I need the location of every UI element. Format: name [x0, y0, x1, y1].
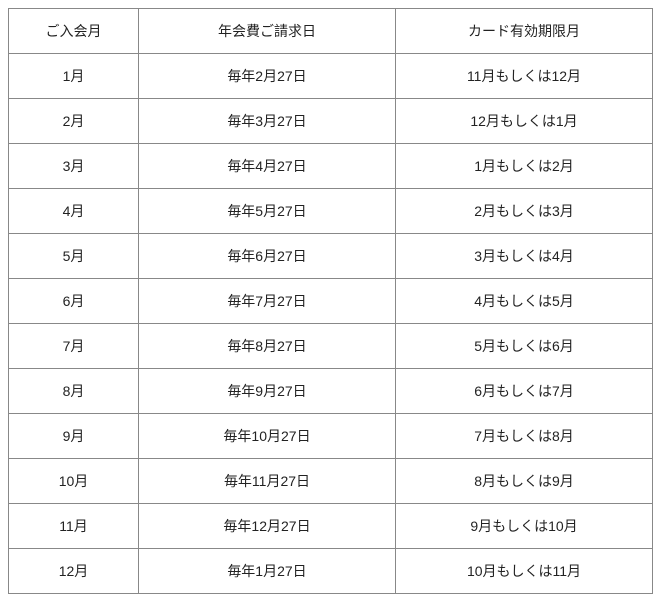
cell-billing-date: 毎年9月27日	[139, 369, 396, 414]
cell-expiry-month: 2月もしくは3月	[396, 189, 653, 234]
cell-join-month: 5月	[9, 234, 139, 279]
cell-billing-date: 毎年7月27日	[139, 279, 396, 324]
cell-join-month: 7月	[9, 324, 139, 369]
membership-billing-table: ご入会月 年会費ご請求日 カード有効期限月 1月 毎年2月27日 11月もしくは…	[8, 8, 653, 594]
table-row: 10月 毎年11月27日 8月もしくは9月	[9, 459, 653, 504]
cell-join-month: 3月	[9, 144, 139, 189]
cell-billing-date: 毎年5月27日	[139, 189, 396, 234]
cell-billing-date: 毎年8月27日	[139, 324, 396, 369]
table-row: 2月 毎年3月27日 12月もしくは1月	[9, 99, 653, 144]
cell-join-month: 2月	[9, 99, 139, 144]
cell-join-month: 8月	[9, 369, 139, 414]
cell-billing-date: 毎年2月27日	[139, 54, 396, 99]
cell-join-month: 6月	[9, 279, 139, 324]
cell-billing-date: 毎年6月27日	[139, 234, 396, 279]
cell-join-month: 11月	[9, 504, 139, 549]
table-row: 1月 毎年2月27日 11月もしくは12月	[9, 54, 653, 99]
cell-expiry-month: 8月もしくは9月	[396, 459, 653, 504]
col-header-expiry-month: カード有効期限月	[396, 9, 653, 54]
cell-join-month: 10月	[9, 459, 139, 504]
table-row: 11月 毎年12月27日 9月もしくは10月	[9, 504, 653, 549]
cell-expiry-month: 6月もしくは7月	[396, 369, 653, 414]
table-header-row: ご入会月 年会費ご請求日 カード有効期限月	[9, 9, 653, 54]
table-row: 5月 毎年6月27日 3月もしくは4月	[9, 234, 653, 279]
table-row: 6月 毎年7月27日 4月もしくは5月	[9, 279, 653, 324]
cell-expiry-month: 7月もしくは8月	[396, 414, 653, 459]
cell-join-month: 4月	[9, 189, 139, 234]
cell-billing-date: 毎年1月27日	[139, 549, 396, 594]
cell-expiry-month: 4月もしくは5月	[396, 279, 653, 324]
table-row: 3月 毎年4月27日 1月もしくは2月	[9, 144, 653, 189]
cell-billing-date: 毎年3月27日	[139, 99, 396, 144]
cell-billing-date: 毎年4月27日	[139, 144, 396, 189]
cell-expiry-month: 1月もしくは2月	[396, 144, 653, 189]
col-header-join-month: ご入会月	[9, 9, 139, 54]
cell-join-month: 1月	[9, 54, 139, 99]
cell-billing-date: 毎年11月27日	[139, 459, 396, 504]
table-row: 8月 毎年9月27日 6月もしくは7月	[9, 369, 653, 414]
cell-expiry-month: 9月もしくは10月	[396, 504, 653, 549]
table-row: 9月 毎年10月27日 7月もしくは8月	[9, 414, 653, 459]
cell-join-month: 9月	[9, 414, 139, 459]
cell-expiry-month: 3月もしくは4月	[396, 234, 653, 279]
table-row: 12月 毎年1月27日 10月もしくは11月	[9, 549, 653, 594]
cell-billing-date: 毎年10月27日	[139, 414, 396, 459]
cell-expiry-month: 10月もしくは11月	[396, 549, 653, 594]
table-row: 4月 毎年5月27日 2月もしくは3月	[9, 189, 653, 234]
cell-join-month: 12月	[9, 549, 139, 594]
cell-expiry-month: 11月もしくは12月	[396, 54, 653, 99]
cell-expiry-month: 5月もしくは6月	[396, 324, 653, 369]
cell-billing-date: 毎年12月27日	[139, 504, 396, 549]
table-row: 7月 毎年8月27日 5月もしくは6月	[9, 324, 653, 369]
cell-expiry-month: 12月もしくは1月	[396, 99, 653, 144]
col-header-billing-date: 年会費ご請求日	[139, 9, 396, 54]
